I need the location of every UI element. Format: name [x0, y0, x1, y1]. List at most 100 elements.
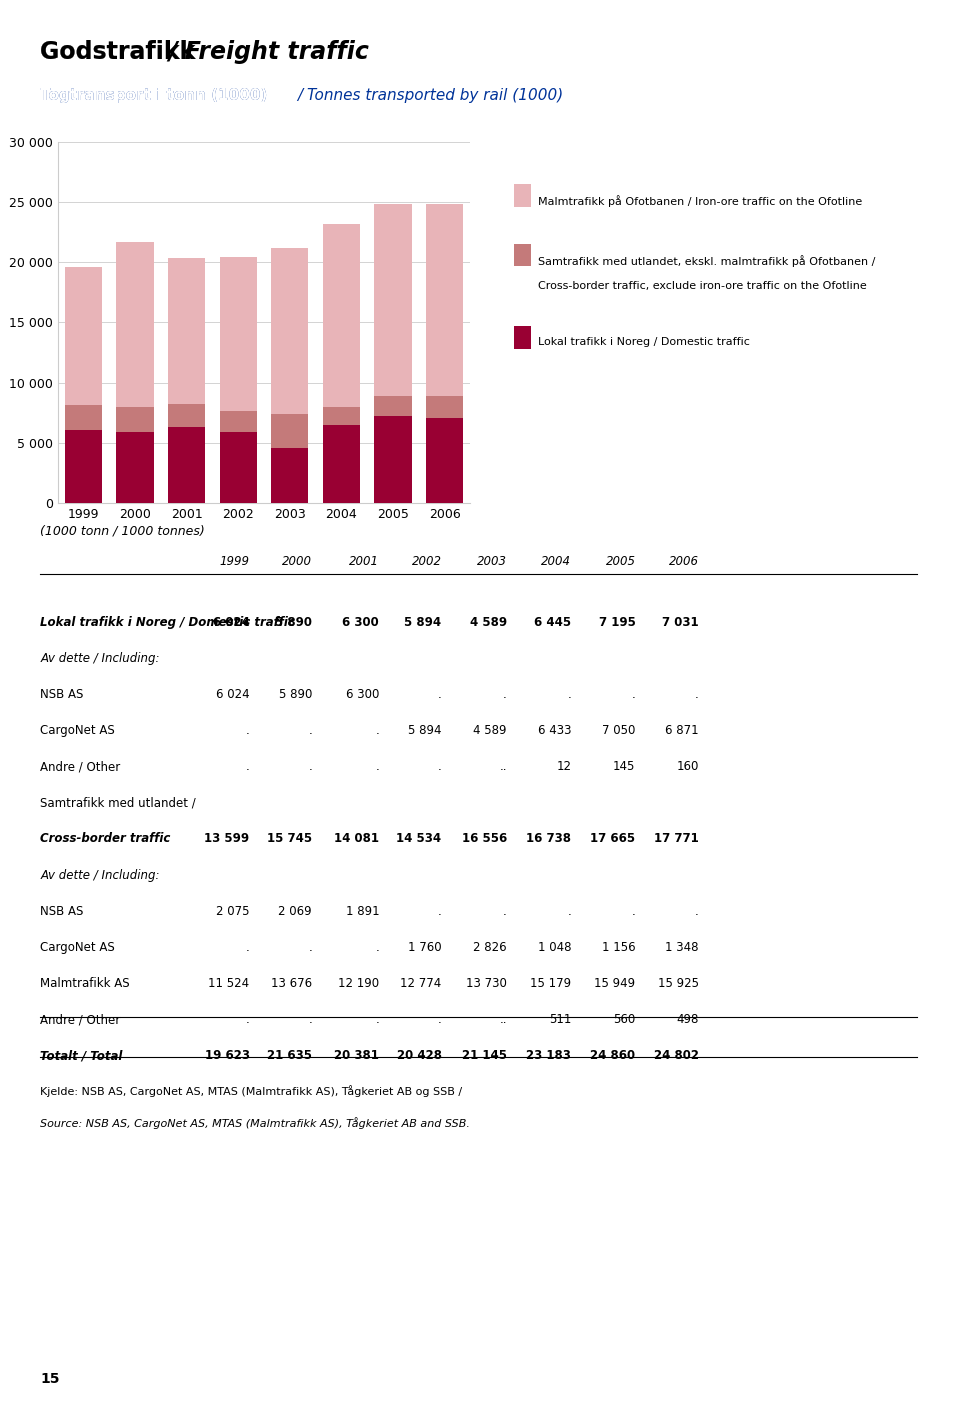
- Text: .: .: [375, 760, 379, 774]
- Text: 24 860: 24 860: [590, 1050, 636, 1063]
- Text: Kjelde: NSB AS, CargoNet AS, MTAS (Malmtrafikk AS), Tågkeriet AB og SSB /: Kjelde: NSB AS, CargoNet AS, MTAS (Malmt…: [40, 1085, 463, 1098]
- Text: 11 524: 11 524: [208, 978, 250, 990]
- Text: Av dette / Including:: Av dette / Including:: [40, 652, 159, 665]
- Text: 16 738: 16 738: [526, 833, 571, 846]
- Bar: [65, 405, 102, 431]
- Text: Cross-border traffic, exclude iron-ore traffic on the Ofotline: Cross-border traffic, exclude iron-ore t…: [538, 281, 866, 290]
- Text: 6 024: 6 024: [216, 687, 250, 701]
- Text: Andre / Other: Andre / Other: [40, 760, 121, 774]
- Text: CargoNet AS: CargoNet AS: [40, 724, 115, 737]
- Text: 6 300: 6 300: [346, 687, 379, 701]
- Bar: [374, 395, 412, 417]
- Text: .: .: [632, 687, 636, 701]
- Text: 12 774: 12 774: [400, 978, 442, 990]
- Text: Lokal trafikk i Noreg / Domestic traffic: Lokal trafikk i Noreg / Domestic traffic: [538, 337, 750, 347]
- Text: 14 534: 14 534: [396, 833, 442, 846]
- Text: .: .: [438, 905, 442, 918]
- Bar: [65, 266, 102, 405]
- Text: .: .: [375, 1013, 379, 1026]
- Text: 5 890: 5 890: [275, 615, 312, 629]
- Bar: [426, 204, 463, 397]
- Text: / Tonnes transported by rail (1000): / Tonnes transported by rail (1000): [298, 88, 564, 103]
- Text: .: .: [375, 941, 379, 954]
- Text: (1000 tonn / 1000 tonnes): (1000 tonn / 1000 tonnes): [40, 524, 205, 537]
- Text: 15 745: 15 745: [267, 833, 312, 846]
- Bar: [116, 242, 154, 407]
- Text: 6 433: 6 433: [538, 724, 571, 737]
- Text: .: .: [246, 941, 250, 954]
- Text: .: .: [438, 760, 442, 774]
- Text: .: .: [503, 687, 507, 701]
- Text: .: .: [308, 941, 312, 954]
- Text: .: .: [308, 1013, 312, 1026]
- Text: Godstrafikk: Godstrafikk: [40, 40, 204, 64]
- Text: Cross-border traffic: Cross-border traffic: [40, 833, 171, 846]
- Text: 5 894: 5 894: [404, 615, 442, 629]
- Text: 12: 12: [556, 760, 571, 774]
- Text: NSB AS: NSB AS: [40, 905, 84, 918]
- Text: 7 195: 7 195: [599, 615, 636, 629]
- Text: 5 894: 5 894: [408, 724, 442, 737]
- Text: 498: 498: [677, 1013, 699, 1026]
- Text: Lokal trafikk i Noreg / Domestic traffic: Lokal trafikk i Noreg / Domestic traffic: [40, 615, 295, 629]
- Text: 19 623: 19 623: [204, 1050, 250, 1063]
- Text: 24 802: 24 802: [654, 1050, 699, 1063]
- Text: 2000: 2000: [282, 555, 312, 568]
- Text: 2004: 2004: [541, 555, 571, 568]
- Text: 20 381: 20 381: [334, 1050, 379, 1063]
- Text: 2002: 2002: [412, 555, 442, 568]
- Text: Av dette / Including:: Av dette / Including:: [40, 869, 159, 881]
- Text: .: .: [246, 1013, 250, 1026]
- Text: Togtransport i tonn (1000): Togtransport i tonn (1000): [40, 88, 273, 103]
- Text: ..: ..: [499, 760, 507, 774]
- Bar: [426, 397, 463, 418]
- Text: 4 589: 4 589: [473, 724, 507, 737]
- Text: 13 599: 13 599: [204, 833, 250, 846]
- Text: .: .: [632, 905, 636, 918]
- Text: 7 031: 7 031: [662, 615, 699, 629]
- Text: 12 190: 12 190: [338, 978, 379, 990]
- Bar: [323, 407, 360, 425]
- Text: 16 556: 16 556: [462, 833, 507, 846]
- Text: 21 635: 21 635: [267, 1050, 312, 1063]
- Text: 2 826: 2 826: [473, 941, 507, 954]
- Text: 15 179: 15 179: [530, 978, 571, 990]
- Text: .: .: [503, 905, 507, 918]
- Bar: [374, 204, 412, 395]
- Text: 1999: 1999: [220, 555, 250, 568]
- Bar: [220, 432, 256, 503]
- Text: 511: 511: [549, 1013, 571, 1026]
- Text: Malmtrafikk på Ofotbanen / Iron-ore traffic on the Ofotline: Malmtrafikk på Ofotbanen / Iron-ore traf…: [538, 196, 862, 207]
- Text: Samtrafikk med utlandet /: Samtrafikk med utlandet /: [40, 796, 196, 809]
- Text: 560: 560: [613, 1013, 636, 1026]
- Text: .: .: [438, 687, 442, 701]
- Text: 23 183: 23 183: [526, 1050, 571, 1063]
- Text: Togtransport i tonn (1000) / Tonnes transported by rail (1000): Togtransport i tonn (1000) / Tonnes tran…: [40, 88, 572, 103]
- Text: Godstrafikk: Godstrafikk: [40, 40, 204, 64]
- Text: 6 024: 6 024: [213, 615, 250, 629]
- Text: ..: ..: [499, 1013, 507, 1026]
- Text: 17 665: 17 665: [590, 833, 636, 846]
- Bar: [426, 418, 463, 503]
- Text: 2 069: 2 069: [278, 905, 312, 918]
- Text: 2006: 2006: [669, 555, 699, 568]
- Bar: [220, 256, 256, 411]
- Text: Source: NSB AS, CargoNet AS, MTAS (Malmtrafikk AS), Tågkeriet AB and SSB.: Source: NSB AS, CargoNet AS, MTAS (Malmt…: [40, 1117, 470, 1129]
- Bar: [374, 417, 412, 503]
- Text: 1 156: 1 156: [602, 941, 636, 954]
- Bar: [323, 224, 360, 407]
- Text: 6 445: 6 445: [534, 615, 571, 629]
- Text: 2 075: 2 075: [216, 905, 250, 918]
- Text: 5 890: 5 890: [278, 687, 312, 701]
- Bar: [272, 248, 308, 414]
- Text: Andre / Other: Andre / Other: [40, 1013, 121, 1026]
- Text: 13 730: 13 730: [466, 978, 507, 990]
- Text: 15: 15: [40, 1372, 60, 1386]
- Text: 6 871: 6 871: [665, 724, 699, 737]
- Text: 15 949: 15 949: [594, 978, 636, 990]
- Text: .: .: [246, 724, 250, 737]
- Text: .: .: [695, 687, 699, 701]
- Text: 2001: 2001: [349, 555, 379, 568]
- Text: NSB AS: NSB AS: [40, 687, 84, 701]
- Text: 6 300: 6 300: [343, 615, 379, 629]
